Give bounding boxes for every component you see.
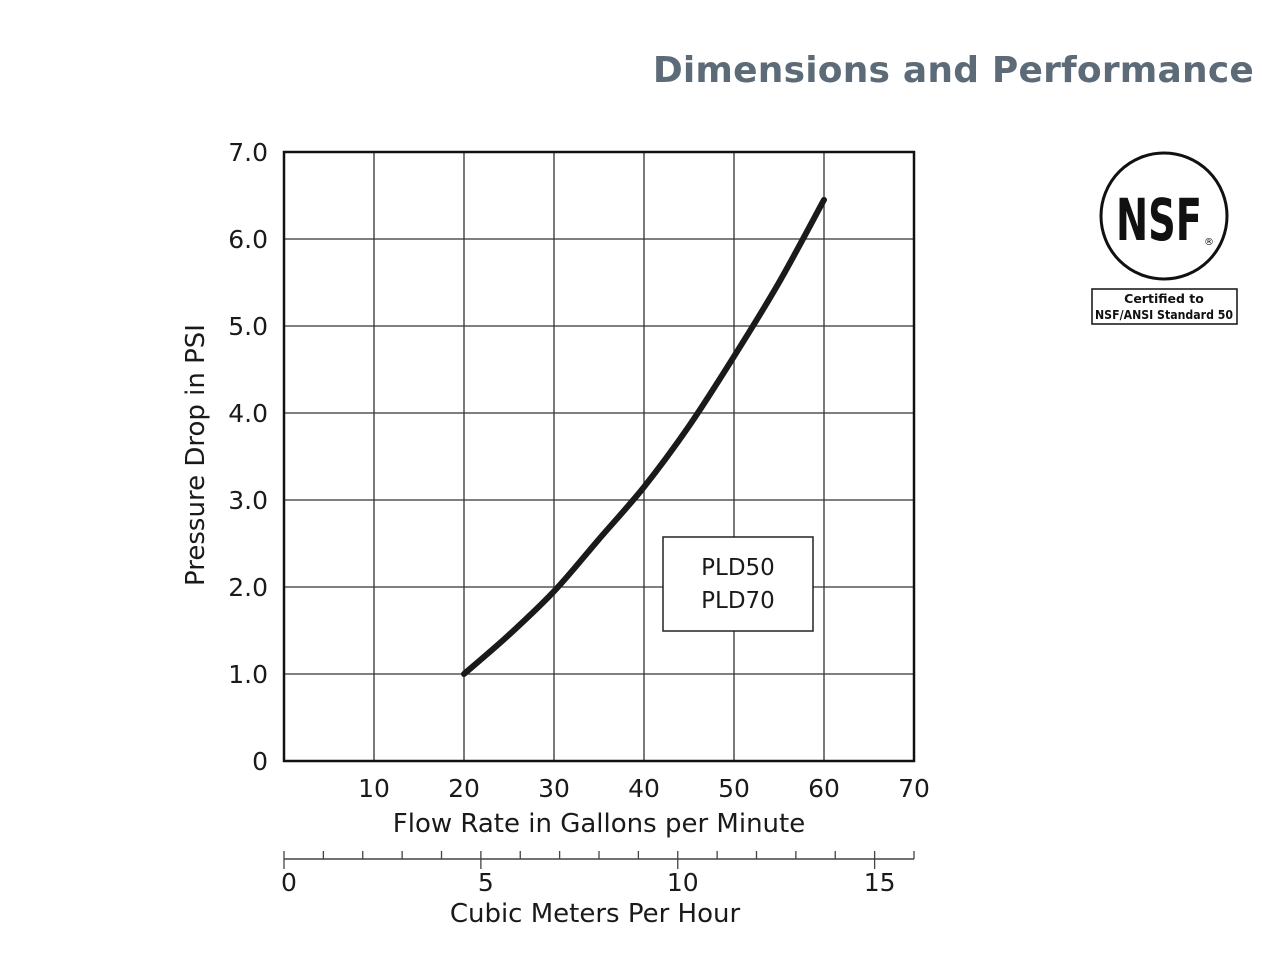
x-tick-label: 20 [448, 774, 480, 803]
nsf-certification-badge: NSF ® Certified to NSF/ANSI Standard 50 [1091, 151, 1238, 325]
nsf-logo-circle [1099, 151, 1229, 281]
y-tick-label: 5.0 [228, 312, 268, 341]
secondary-tick-label: 15 [864, 868, 896, 897]
secondary-tick-label: 5 [478, 868, 494, 897]
x-tick-label: 30 [538, 774, 570, 803]
page-title: Dimensions and Performance [652, 50, 1254, 91]
nsf-logo-text: NSF [1116, 186, 1202, 254]
x-tick-label: 10 [358, 774, 390, 803]
certification-line-1: Certified to [1124, 291, 1204, 306]
secondary-tick-label: 10 [667, 868, 699, 897]
y-axis-label: Pressure Drop in PSI [181, 324, 211, 586]
y-tick-label: 3.0 [228, 486, 268, 515]
secondary-x-axis-label: Cubic Meters Per Hour [450, 899, 741, 929]
y-tick-label: 2.0 [228, 573, 268, 602]
legend-box [662, 536, 814, 632]
legend-entry-pld50: PLD50 [701, 555, 775, 581]
y-tick-label: 4.0 [228, 399, 268, 428]
certification-line-2: NSF/ANSI Standard 50 [1095, 307, 1233, 322]
y-tick-label: 6.0 [228, 225, 268, 254]
x-tick-label: 60 [808, 774, 840, 803]
x-tick-label: 50 [718, 774, 750, 803]
registered-mark: ® [1204, 237, 1214, 248]
certification-box [1091, 288, 1238, 325]
y-tick-label: 1.0 [228, 660, 268, 689]
y-tick-labels: 0 1.0 2.0 3.0 4.0 5.0 6.0 7.0 [228, 138, 268, 776]
x-tick-label: 70 [898, 774, 930, 803]
legend: PLD50 PLD70 [662, 536, 814, 632]
y-tick-label: 7.0 [228, 138, 268, 167]
legend-entry-pld70: PLD70 [701, 588, 775, 614]
x-axis-label: Flow Rate in Gallons per Minute [393, 809, 805, 839]
grid-lines [284, 152, 914, 761]
x-tick-labels: 10 20 30 40 50 60 70 [358, 774, 930, 803]
secondary-x-axis: 0 5 10 15 [281, 851, 915, 897]
secondary-tick-label: 0 [281, 868, 297, 897]
plot-frame [282, 150, 916, 763]
x-tick-label: 40 [628, 774, 660, 803]
y-tick-label: 0 [252, 747, 268, 776]
series-line-pld [461, 196, 827, 677]
